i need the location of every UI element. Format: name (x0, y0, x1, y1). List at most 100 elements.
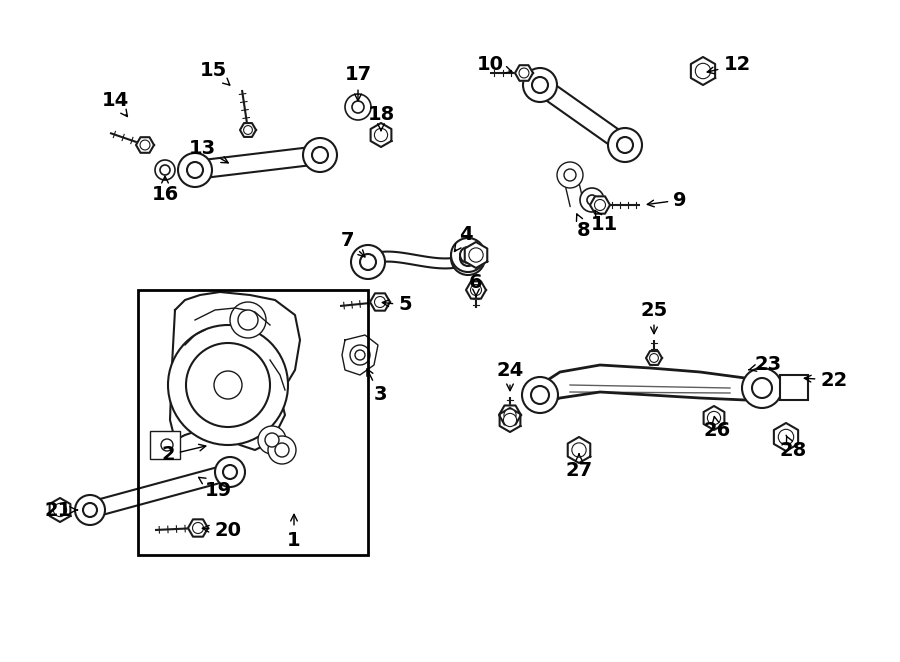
Polygon shape (240, 123, 256, 137)
Circle shape (83, 503, 97, 517)
Text: 5: 5 (382, 295, 412, 314)
Polygon shape (691, 57, 716, 85)
Circle shape (374, 128, 388, 142)
Bar (150, 431, 180, 459)
Text: 4: 4 (454, 226, 472, 252)
Polygon shape (50, 498, 70, 522)
Text: 14: 14 (102, 91, 129, 117)
Text: 23: 23 (749, 355, 781, 375)
Circle shape (275, 443, 289, 457)
Polygon shape (515, 65, 533, 81)
Text: 26: 26 (704, 416, 731, 440)
Text: 9: 9 (647, 191, 687, 209)
Bar (780, 375, 808, 400)
Circle shape (258, 426, 286, 454)
Polygon shape (500, 408, 520, 432)
Circle shape (75, 495, 105, 525)
Polygon shape (371, 123, 392, 147)
Circle shape (532, 77, 548, 93)
Text: 27: 27 (565, 454, 592, 479)
Circle shape (572, 443, 586, 457)
Bar (138, 290, 368, 555)
Circle shape (140, 140, 150, 150)
Text: 13: 13 (188, 138, 229, 163)
Circle shape (193, 522, 203, 534)
Circle shape (230, 302, 266, 338)
Text: 16: 16 (151, 176, 178, 205)
Text: 1: 1 (287, 514, 301, 549)
Text: 8: 8 (577, 214, 590, 240)
Circle shape (352, 101, 364, 113)
Polygon shape (774, 423, 798, 451)
Text: 19: 19 (199, 477, 231, 500)
Circle shape (451, 238, 485, 272)
Circle shape (778, 429, 794, 445)
Circle shape (360, 254, 376, 270)
Circle shape (303, 138, 337, 172)
Circle shape (268, 436, 296, 464)
Polygon shape (370, 293, 390, 310)
Circle shape (460, 250, 476, 266)
Circle shape (265, 433, 279, 447)
Circle shape (650, 354, 659, 362)
Circle shape (451, 241, 485, 275)
Text: 24: 24 (497, 361, 524, 391)
Circle shape (503, 413, 517, 426)
Text: 11: 11 (590, 210, 617, 234)
Text: 18: 18 (367, 105, 394, 130)
Circle shape (587, 195, 597, 205)
Circle shape (215, 457, 245, 487)
Circle shape (752, 378, 772, 398)
Polygon shape (136, 137, 154, 153)
Circle shape (504, 409, 516, 421)
Circle shape (557, 162, 583, 188)
Text: 17: 17 (345, 66, 372, 101)
Text: 28: 28 (779, 435, 806, 459)
Circle shape (564, 169, 576, 181)
Circle shape (214, 371, 242, 399)
Text: 2: 2 (161, 444, 206, 465)
Polygon shape (499, 405, 521, 424)
Polygon shape (704, 406, 725, 430)
Polygon shape (568, 437, 590, 463)
Circle shape (617, 137, 633, 153)
Circle shape (350, 345, 370, 365)
Polygon shape (590, 197, 610, 214)
Circle shape (531, 386, 549, 404)
Circle shape (160, 165, 170, 175)
Polygon shape (540, 365, 760, 405)
Circle shape (351, 245, 385, 279)
Polygon shape (365, 252, 471, 268)
Circle shape (374, 297, 385, 308)
Circle shape (312, 147, 328, 163)
Circle shape (238, 310, 258, 330)
Circle shape (355, 350, 365, 360)
Circle shape (608, 128, 642, 162)
Circle shape (522, 377, 558, 413)
Circle shape (178, 153, 212, 187)
Circle shape (696, 64, 711, 79)
Circle shape (155, 433, 179, 457)
Text: 7: 7 (341, 230, 365, 257)
Circle shape (345, 94, 371, 120)
Circle shape (460, 247, 476, 263)
Circle shape (523, 68, 557, 102)
Text: 12: 12 (707, 56, 751, 75)
Polygon shape (342, 335, 378, 375)
Circle shape (53, 503, 67, 516)
Circle shape (161, 439, 173, 451)
Text: 21: 21 (44, 500, 77, 520)
Text: 15: 15 (200, 60, 230, 85)
Circle shape (707, 411, 721, 424)
Text: 25: 25 (641, 301, 668, 334)
Circle shape (595, 199, 606, 211)
Circle shape (471, 285, 482, 295)
Text: 3: 3 (367, 369, 387, 404)
Text: 6: 6 (469, 273, 482, 297)
Circle shape (155, 160, 175, 180)
Polygon shape (188, 520, 208, 537)
Circle shape (580, 188, 604, 212)
Text: 22: 22 (805, 371, 848, 389)
Circle shape (223, 465, 237, 479)
Polygon shape (170, 292, 300, 450)
